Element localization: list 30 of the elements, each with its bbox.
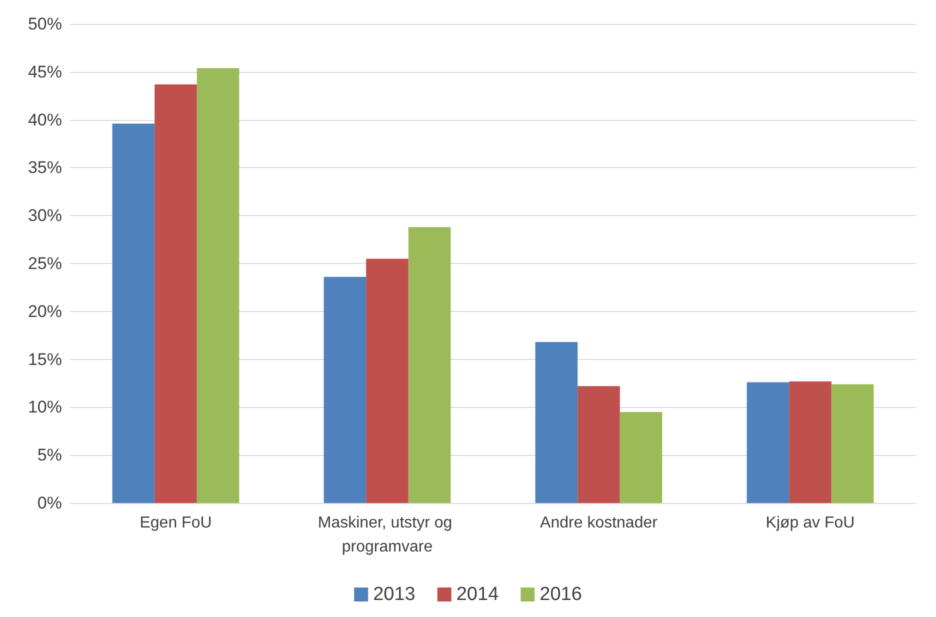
y-tick-label: 20% — [28, 302, 62, 321]
legend-label: 2013 — [373, 584, 416, 605]
bar — [408, 227, 451, 503]
bar — [620, 412, 662, 503]
bar — [578, 386, 620, 503]
bar — [366, 258, 408, 503]
legend-label: 2016 — [540, 584, 582, 605]
bar — [831, 384, 874, 503]
y-tick-label: 15% — [28, 350, 62, 369]
x-tick-label: Egen FoU — [140, 514, 212, 532]
y-tick-label: 10% — [28, 398, 62, 417]
y-tick-label: 0% — [37, 494, 62, 512]
y-tick-label: 30% — [28, 206, 62, 226]
x-tick-label: Maskiner, utstyr og programvare — [318, 514, 457, 556]
y-tick-label: 45% — [28, 62, 62, 82]
bar — [154, 84, 197, 503]
y-tick-label: 40% — [28, 110, 62, 130]
legend-label: 2014 — [456, 584, 500, 605]
bar — [789, 381, 832, 503]
y-tick-label: 25% — [28, 254, 62, 273]
bar — [535, 342, 578, 503]
y-tick-label: 5% — [37, 446, 62, 465]
bar — [324, 276, 366, 503]
y-tick-label: 50% — [28, 14, 62, 34]
x-tick-label: Andre kostnader — [540, 514, 658, 532]
bar — [196, 68, 240, 503]
bar — [112, 124, 155, 503]
bar — [746, 382, 790, 503]
x-tick-label: Kjøp av FoU — [766, 514, 855, 532]
y-tick-label: 35% — [28, 158, 62, 178]
